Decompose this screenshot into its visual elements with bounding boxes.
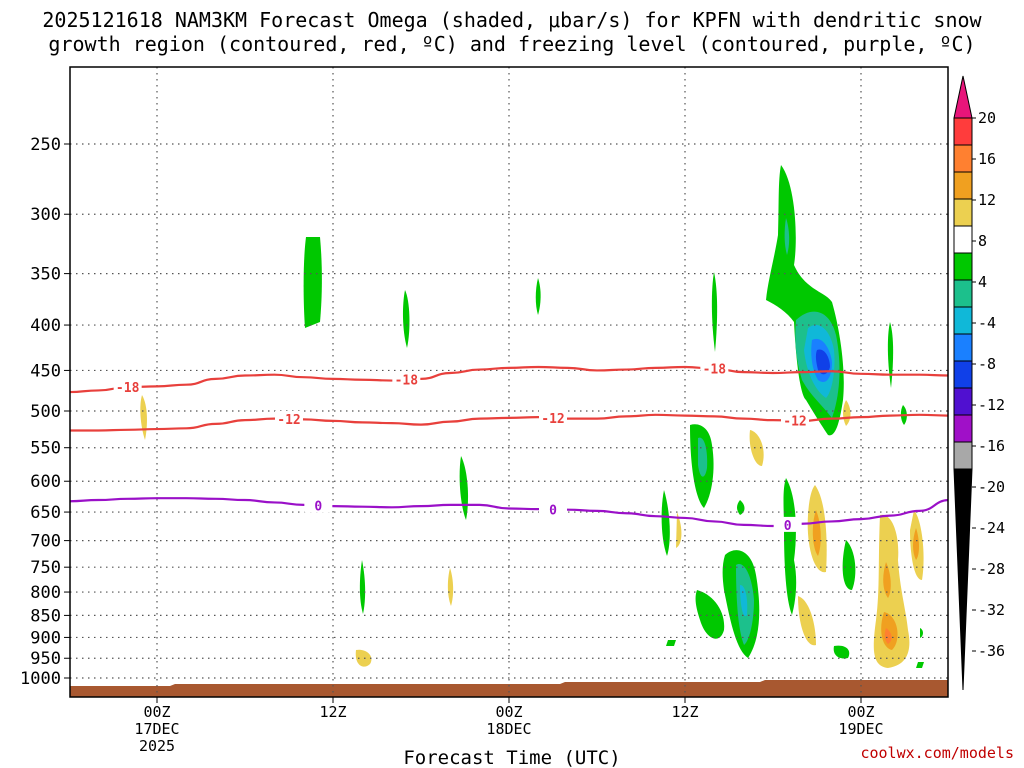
contour-label: 0: [314, 499, 322, 514]
contour-line-0: [70, 365, 948, 394]
colorbar-swatch: [953, 306, 973, 335]
colorbar-label: 20: [978, 109, 996, 127]
contour-label-bg: [539, 501, 567, 517]
x-tick-label: 12Z: [671, 703, 698, 721]
contour-label: 0: [784, 519, 792, 534]
contour-label-bg: [539, 409, 567, 425]
x-axis-title: Forecast Time (UTC): [403, 747, 620, 768]
colorbar-label: -36: [978, 642, 1005, 660]
x-tick-label: 00Z: [847, 703, 874, 721]
colorbar-bottom-arrow: [953, 468, 973, 691]
colorbar-label: -8: [978, 355, 996, 373]
y-tick-label: 750: [30, 558, 61, 578]
y-tick-label: 900: [30, 628, 61, 648]
colorbar-label: -24: [978, 519, 1005, 537]
y-tick-label: 400: [30, 316, 61, 336]
x-tick-label: 18DEC: [486, 720, 531, 738]
y-tick-label: 1000: [20, 669, 61, 689]
contour-label: -12: [277, 413, 300, 428]
y-tick-label: 650: [30, 503, 61, 523]
contour-labels: -18 -18 -18 -12 -12 -12 0 0 0: [113, 360, 809, 534]
colorbar-swatch: [953, 360, 973, 389]
y-tick-label: 450: [30, 361, 61, 381]
colorbar-label: -20: [978, 478, 1005, 496]
y-tick-label: 350: [30, 265, 61, 285]
y-tick-label: 950: [30, 649, 61, 669]
contour-label: -12: [783, 415, 806, 430]
x-tick-label: 00Z: [143, 703, 170, 721]
x-tick-label: 00Z: [495, 703, 522, 721]
contour-label-bg: [781, 412, 809, 428]
y-tick-label: 800: [30, 583, 61, 603]
contour-label-bg: [113, 379, 142, 395]
contour-label-bg: [773, 516, 802, 532]
x-tick-label: 17DEC: [134, 720, 179, 738]
colorbar-label: -12: [978, 396, 1005, 414]
x-tick-label: 12Z: [319, 703, 346, 721]
omega-shading: [70, 165, 948, 697]
contour-label: -12: [541, 412, 564, 427]
colorbar-swatch: [953, 144, 973, 173]
grid-lines: [70, 67, 948, 697]
contour-label: 0: [549, 503, 557, 518]
colorbar-swatch: [953, 333, 973, 362]
colorbar-label: -28: [978, 560, 1005, 578]
colorbar-top-arrow: [953, 75, 973, 119]
colorbar-swatch: [953, 171, 973, 200]
y-tick-label: 700: [30, 532, 61, 552]
colorbar-swatch: [953, 198, 973, 227]
colorbar-label: -4: [978, 314, 996, 332]
y-axis: 2503003504004505005506006507007508008509…: [20, 135, 70, 689]
colorbar-label: -32: [978, 601, 1005, 619]
colorbar-label: 16: [978, 150, 996, 168]
x-tick-label: 19DEC: [838, 720, 883, 738]
colorbar-label: 4: [978, 273, 987, 291]
credit-text: coolwx.com/models: [860, 744, 1014, 762]
chart-title-line1: 2025121618 NAM3KM Forecast Omega (shaded…: [42, 8, 982, 32]
contour-label-bg: [304, 497, 333, 513]
contour-label-bg: [275, 411, 303, 427]
colorbar-swatch: [953, 414, 973, 443]
y-tick-label: 600: [30, 472, 61, 492]
y-tick-label: 250: [30, 135, 61, 155]
contour-label: -18: [703, 363, 727, 378]
y-tick-label: 300: [30, 205, 61, 225]
y-tick-label: 850: [30, 606, 61, 626]
colorbar-swatch: [953, 225, 973, 254]
y-tick-label: 500: [30, 402, 61, 422]
colorbar-swatch: [953, 441, 973, 470]
contour-label: -18: [395, 374, 419, 389]
y-tick-label: 550: [30, 439, 61, 459]
colorbar: 20 16 12 8 4 -4 -8 -12 -16 -20 -24 -28 -32 -36: [953, 75, 1005, 691]
colorbar-label: 8: [978, 232, 987, 250]
contour-label-bg: [700, 360, 729, 376]
contour-label-bg: [392, 371, 421, 387]
colorbar-swatch: [953, 279, 973, 308]
colorbar-label: 12: [978, 191, 996, 209]
colorbar-swatch: [953, 387, 973, 416]
chart-title-line2: growth region (contoured, red, ºC) and f…: [48, 32, 975, 56]
contour-line-2: [70, 497, 948, 528]
contour-label: -18: [116, 381, 140, 396]
colorbar-label: -16: [978, 437, 1005, 455]
plot-frame: [69, 66, 949, 698]
colorbar-swatch: [953, 117, 973, 146]
x-tick-label: 2025: [139, 737, 175, 755]
colorbar-swatch: [953, 252, 973, 281]
